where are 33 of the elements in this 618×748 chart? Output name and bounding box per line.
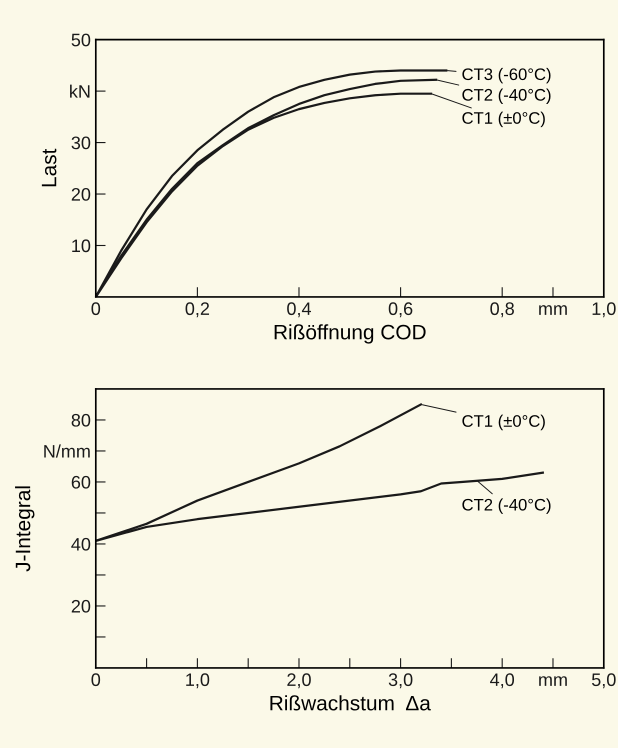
annotation: CT3 (-60°C) [462,68,551,84]
annotation: CT2 (-40°C) [462,88,551,104]
y-tick-label: 50 [72,34,90,46]
y-tick-label: 60 [72,476,90,489]
x-tick-label: 2,0 [287,673,311,688]
x-axis-title: Rißöffnung COD [274,324,426,344]
x-tick-label: 3,0 [388,673,412,688]
y-tick-label: 40 [71,538,90,551]
annotation: CT1 (±0°C) [462,414,545,430]
x-tick-label: 1,0 [592,302,616,318]
x-axis-title: Rißwachstum Δa [270,695,431,711]
y-tick-label: kN [70,84,90,98]
y-tick-label: N/mm [44,444,90,458]
y-tick-label: 20 [72,600,90,613]
x-tick-label: 0,8 [490,302,514,318]
x-tick-label: 4,0 [490,673,514,688]
x-tick-label: 0,4 [287,302,312,318]
annotation: CT2 (-40°C) [462,498,551,514]
x-tick-label: mm [539,305,567,315]
x-tick-label: 0,2 [186,302,210,318]
x-tick-label: 1,0 [186,673,210,688]
x-tick-label: 0 [91,302,100,316]
y-tick-label: 80 [72,414,90,427]
y-tick-label: 10 [72,239,90,252]
y-axis-title: Last [42,148,56,186]
x-tick-label: 5,0 [592,673,616,688]
y-tick-label: 20 [72,188,90,201]
x-tick-label: mm [539,676,567,686]
x-tick-label: 0,6 [388,302,412,318]
x-tick-label: 0 [91,673,100,686]
annotation: CT1 (±0°C) [462,112,545,128]
y-axis-title: J-Integral [15,486,34,572]
y-tick-label: 30 [72,136,90,150]
